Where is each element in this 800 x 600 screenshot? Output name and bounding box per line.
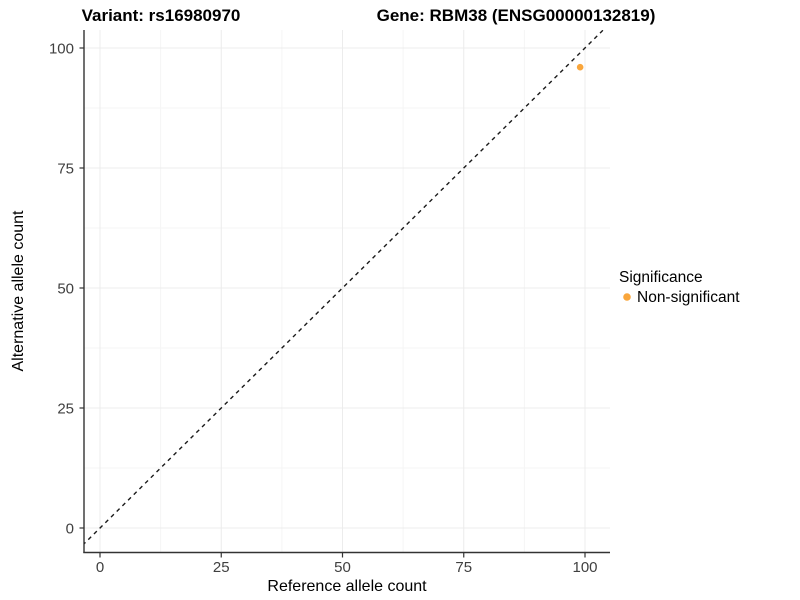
x-tick-label: 50: [334, 559, 351, 576]
y-tick-label: 75: [57, 161, 74, 178]
data-point: [576, 63, 584, 71]
x-axis-title: Reference allele count: [267, 578, 427, 595]
axis-ticks: [79, 47, 586, 558]
plot-title-variant: Variant: rs16980970: [82, 6, 241, 25]
plot-title-gene: Gene: RBM38 (ENSG00000132819): [377, 6, 656, 25]
y-tick-label: 50: [57, 281, 74, 298]
data-points: [576, 63, 584, 71]
legend-title: Significance: [619, 269, 703, 286]
y-axis-title: Alternative allele count: [10, 210, 27, 372]
x-tick-label: 75: [455, 559, 472, 576]
y-tick-label: 25: [57, 401, 74, 418]
legend: Significance Non-significant: [619, 269, 740, 306]
x-tick-label: 0: [96, 559, 104, 576]
x-tick-label: 100: [572, 559, 597, 576]
y-tick-label: 0: [66, 521, 74, 538]
y-tick-label: 100: [49, 41, 74, 58]
axis-tick-labels: 0 25 50 75 100 0 25 50 75 100: [49, 41, 598, 577]
plot-panel: [84, 30, 610, 553]
legend-entry-label: Non-significant: [637, 289, 740, 306]
gridlines-major: [84, 30, 610, 553]
legend-key-dot: [623, 293, 631, 301]
x-tick-label: 25: [213, 559, 230, 576]
gridlines-minor: [84, 30, 610, 553]
